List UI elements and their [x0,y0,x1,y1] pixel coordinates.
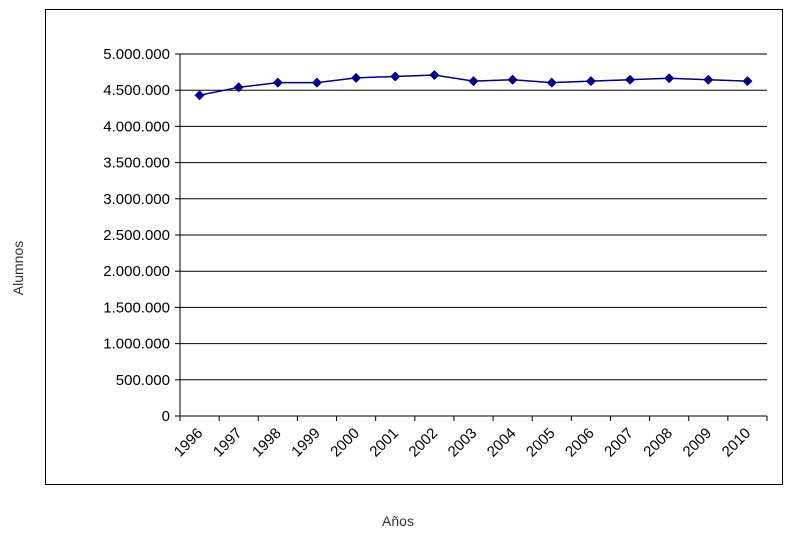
data-point-marker [272,77,283,88]
x-tick-label: 1996 [171,425,207,461]
x-tick-label: 2008 [640,425,676,461]
x-tick-labels: 1996 1997 1998 1999 2000 2001 2002 2003 2004 2005… [171,425,754,461]
gridlines [180,53,767,381]
x-tick-label: 2005 [523,425,559,461]
y-tick-label: 5.000.000 [103,46,170,63]
data-point-marker [351,72,362,83]
x-tick-label: 2004 [484,425,520,461]
data-point-marker [703,74,714,85]
data-point-marker [311,77,322,88]
x-axis-title: Años [382,513,414,529]
y-tick-label: 0 [162,408,170,425]
data-point-marker [585,76,596,87]
data-point-marker [546,77,557,88]
axes [175,53,768,421]
data-point-marker [742,76,753,87]
y-tick-label: 2.000.000 [103,263,170,280]
y-tick-labels: 0 500.000 1.000.000 1.500.000 2.000.000 2.500… [103,46,170,425]
x-tick-label: 2003 [445,425,481,461]
data-point-marker [507,74,518,85]
x-tick-label: 2001 [366,425,402,461]
data-point-marker [233,82,244,93]
y-tick-label: 3.000.000 [103,191,170,208]
y-tick-label: 2.500.000 [103,227,170,244]
y-tick-label: 4.000.000 [103,118,170,135]
data-point-marker [468,76,479,87]
x-tick-label: 1999 [288,425,324,461]
y-tick-label: 500.000 [116,372,170,389]
x-tick-label: 2006 [562,425,598,461]
y-axis-title: Alumnos [10,240,26,296]
x-tick-label: 2000 [327,425,363,461]
data-point-marker [664,73,675,84]
data-point-marker [194,90,205,101]
data-point-marker [625,74,636,85]
chart-frame [45,9,783,485]
y-tick-label: 4.500.000 [103,82,170,99]
y-tick-label: 3.500.000 [103,155,170,172]
y-tick-label: 1.000.000 [103,336,170,353]
data-point-marker [429,69,440,80]
x-tick-label: 1997 [210,425,246,461]
y-tick-label: 1.500.000 [103,299,170,316]
x-tick-label: 1998 [249,425,285,461]
series-alumnos [194,69,753,101]
data-point-marker [390,71,401,82]
x-tick-label: 2009 [680,425,716,461]
x-tick-label: 2007 [601,425,637,461]
x-tick-label: 2010 [719,425,755,461]
x-tick-label: 2002 [406,425,442,461]
